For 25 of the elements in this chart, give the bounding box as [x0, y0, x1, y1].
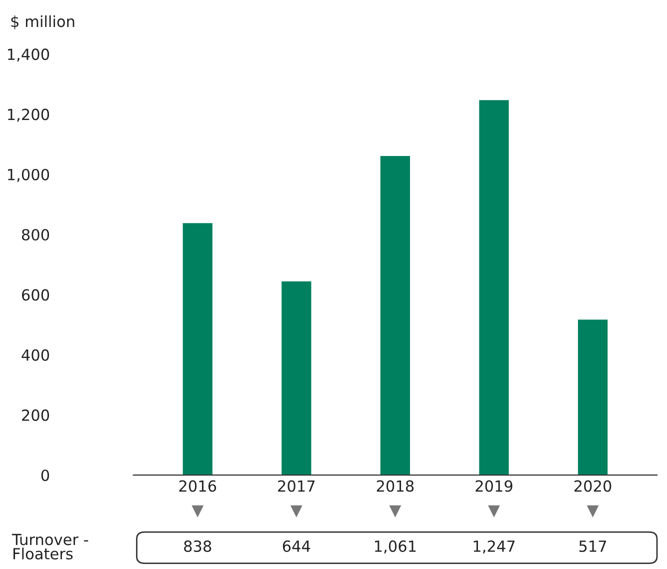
- x-tick-label: 2018: [376, 480, 414, 492]
- bar: [282, 281, 312, 476]
- y-tick-label: 200: [22, 409, 50, 421]
- y-axis-title: $ million: [11, 15, 74, 30]
- y-tick-label: 1,400: [8, 48, 50, 62]
- text: 517: [579, 540, 606, 552]
- y-tick-label: 400: [22, 349, 50, 361]
- y-tick-label: 1,200: [8, 108, 50, 122]
- y-tick-label: 600: [22, 289, 50, 301]
- text: Turnover - Floaters: [12, 534, 88, 560]
- text: 1,061: [375, 540, 416, 554]
- bar: [380, 156, 410, 476]
- x-tick-label: 2020: [574, 480, 612, 492]
- x-tick-label: 2019: [476, 480, 512, 492]
- text: 644: [282, 540, 310, 552]
- bar: [182, 223, 212, 476]
- x-tick-label: 2016: [179, 480, 216, 492]
- y-tick-label: 0: [41, 470, 50, 482]
- text: 1,247: [474, 540, 515, 554]
- text: 838: [184, 540, 212, 552]
- bar: [479, 100, 509, 476]
- x-tick-label: 2017: [278, 480, 315, 492]
- y-tick-label: 1,000: [8, 168, 50, 182]
- bar: [578, 320, 608, 476]
- y-tick-label: 800: [22, 228, 50, 241]
